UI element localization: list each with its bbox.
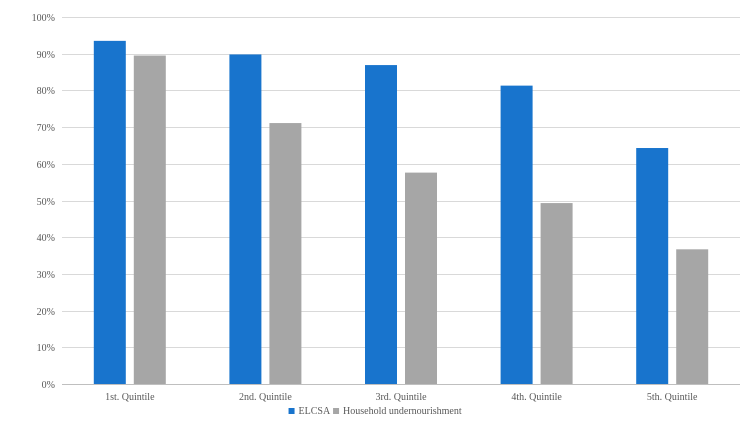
- bar-household-undernourishment: [133, 55, 166, 384]
- bar-elcsa: [229, 54, 262, 385]
- y-tick-label: 60%: [37, 160, 55, 171]
- x-category-label: 1st. Quintile: [105, 392, 155, 403]
- legend-label: ELCSA: [299, 406, 331, 417]
- legend-swatch: [333, 408, 340, 414]
- y-tick-label: 100%: [32, 13, 55, 24]
- x-category-label: 3rd. Quintile: [375, 392, 427, 403]
- bar-elcsa: [365, 65, 397, 385]
- bars: [93, 40, 709, 385]
- legend: ELCSA Household undernourishment: [288, 406, 462, 417]
- y-tick-label: 0%: [42, 380, 55, 391]
- y-tick-label: 10%: [37, 343, 55, 354]
- y-tick-label: 40%: [37, 233, 55, 244]
- x-category-label: 5th. Quintile: [647, 392, 698, 403]
- bar-household-undernourishment: [540, 203, 573, 384]
- x-category-label: 4th. Quintile: [511, 392, 562, 403]
- x-axis-categories: 1st. Quintile 2nd. Quintile 3rd. Quintile 4…: [105, 392, 698, 403]
- bar-household-undernourishment: [269, 123, 302, 385]
- bar-household-undernourishment: [405, 172, 437, 384]
- y-tick-label: 50%: [37, 197, 55, 208]
- bar-elcsa: [93, 40, 126, 384]
- bar-household-undernourishment: [676, 249, 709, 384]
- y-tick-label: 30%: [37, 270, 55, 281]
- x-category-label: 2nd. Quintile: [239, 392, 292, 403]
- y-tick-label: 80%: [37, 86, 55, 97]
- legend-label: Household undernourishment: [343, 406, 462, 417]
- gridlines: [62, 17, 740, 385]
- bar-elcsa: [636, 148, 669, 384]
- y-tick-label: 20%: [37, 307, 55, 318]
- legend-swatch: [288, 408, 295, 414]
- bar-elcsa: [500, 85, 533, 384]
- y-tick-label: 70%: [37, 123, 55, 134]
- y-tick-label: 90%: [37, 50, 55, 61]
- y-axis-ticks: 0% 10% 20% 30% 40% 50% 60% 70% 80% 90% 100%: [32, 13, 55, 391]
